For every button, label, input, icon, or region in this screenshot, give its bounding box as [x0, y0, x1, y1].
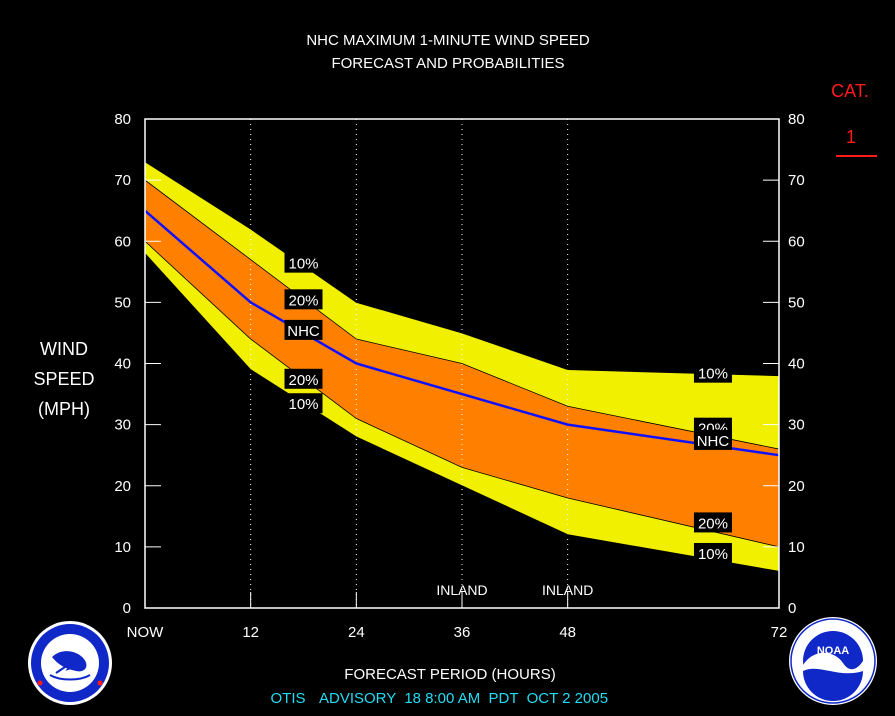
y-tick-label-left: 50: [114, 294, 131, 311]
x-axis-title: FORECAST PERIOD (HOURS): [344, 666, 555, 683]
series-label: 20%: [288, 372, 318, 389]
series-label-box: [284, 393, 323, 414]
nws-logo: [28, 621, 112, 705]
y-axis-title-line1: WIND: [40, 339, 88, 359]
noaa-logo-text: NOAA: [817, 645, 849, 657]
y-tick-label-right: 10: [788, 539, 805, 556]
x-tick-label: 24: [348, 624, 365, 641]
y-tick-label-left: 0: [123, 600, 131, 617]
category-value: 1: [846, 127, 856, 147]
x-tick-label: 48: [559, 624, 576, 641]
y-tick-label-right: 30: [788, 417, 805, 434]
series-label-box: [284, 252, 323, 273]
series-label-box: [693, 542, 732, 563]
series-label-box: [284, 368, 323, 389]
y-tick-label-left: 30: [114, 417, 131, 434]
series-label-box: [284, 289, 323, 310]
series-label: NHC: [697, 433, 730, 450]
series-label-box: [693, 512, 732, 533]
y-tick-label-left: 40: [114, 356, 131, 373]
y-tick-label-left: 60: [114, 233, 131, 250]
y-tick-label-left: 80: [114, 111, 131, 128]
series-label: 20%: [288, 292, 318, 309]
advisory-info: ADVISORY 18 8:00 AM PDT OCT 2 2005: [319, 690, 608, 707]
series-line-forecast: [144, 209, 780, 457]
y-axis-title-line3: (MPH): [38, 399, 90, 419]
series-label: 10%: [288, 396, 318, 413]
y-tick-label-left: 70: [114, 172, 131, 189]
y-tick-label-right: 0: [788, 600, 796, 617]
noaa-logo: NOAA: [789, 617, 877, 705]
y-tick-label-left: 20: [114, 478, 131, 495]
y-tick-label-right: 70: [788, 172, 805, 189]
x-tick-label: 12: [242, 624, 259, 641]
series-label-box: [693, 362, 732, 383]
chart-title: NHC MAXIMUM 1-MINUTE WIND SPEED: [306, 32, 590, 49]
inland-annotation: INLAND: [436, 582, 487, 598]
series-label-box: [284, 319, 323, 340]
x-axis-ticks: NOW 12 24 36 48 72: [127, 592, 788, 641]
forecast-lines: [144, 161, 780, 572]
series-line-lower-outer: [144, 253, 780, 572]
inland-annotations: INLAND INLAND: [436, 582, 593, 598]
series-label: 10%: [698, 546, 728, 563]
series-line-upper-inner: [144, 179, 780, 450]
series-label: 20%: [698, 515, 728, 532]
y-tick-label-right: 60: [788, 233, 805, 250]
series-label: NHC: [287, 323, 320, 340]
series-label-box: [693, 429, 732, 450]
y-tick-label-right: 50: [788, 294, 805, 311]
y-axis-ticks: 0 0 10 10 20 20 30 30 40 40 50 50 60 60 70 70 80 80: [114, 111, 804, 617]
x-tick-label: 72: [771, 624, 788, 641]
y-tick-label-right: 20: [788, 478, 805, 495]
y-tick-label-right: 80: [788, 111, 805, 128]
storm-name: OTIS: [270, 690, 305, 707]
chart-subtitle: FORECAST AND PROBABILITIES: [331, 55, 564, 72]
y-tick-label-right: 40: [788, 356, 805, 373]
y-tick-label-left: 10: [114, 539, 131, 556]
category-label: CAT.: [831, 81, 869, 101]
y-axis-title-line2: SPEED: [33, 369, 94, 389]
series-label: 10%: [288, 256, 318, 273]
series-line-lower-inner: [144, 240, 780, 548]
inland-annotation: INLAND: [542, 582, 593, 598]
x-tick-label: NOW: [127, 624, 165, 641]
series-label: 10%: [698, 366, 728, 383]
series-line-upper-outer: [144, 161, 780, 377]
x-tick-label: 36: [454, 624, 471, 641]
